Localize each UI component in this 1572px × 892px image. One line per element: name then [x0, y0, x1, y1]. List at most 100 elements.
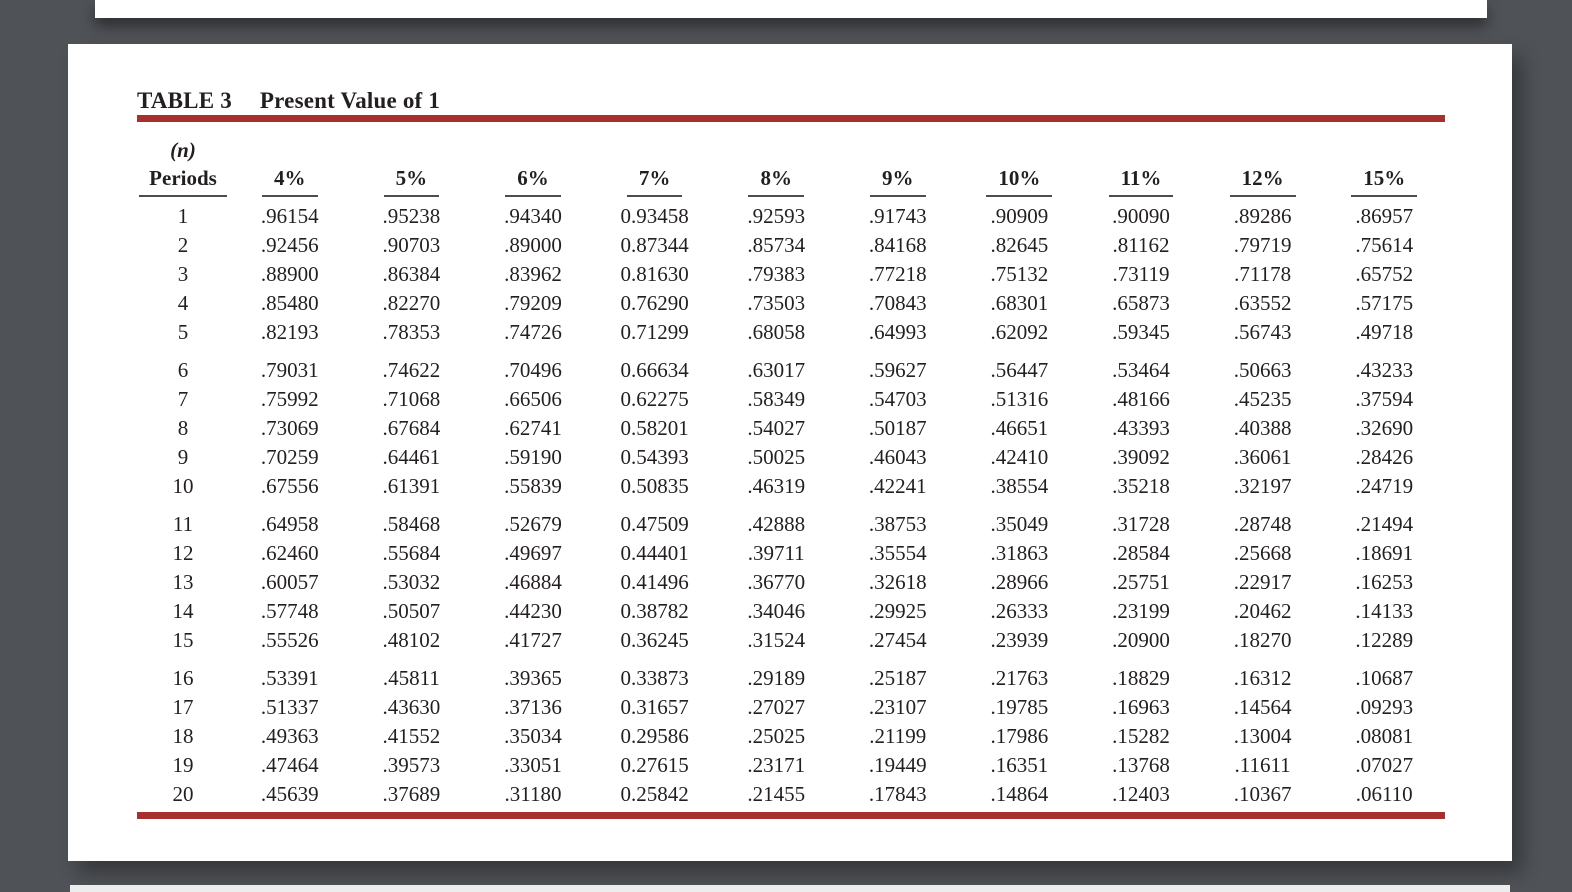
table-row: 9 .70259 .64461 .59190 0.54393 .50025 .46043 .4…	[137, 443, 1445, 472]
value-cell: .53464	[1112, 358, 1170, 382]
rate-label: 11%	[1108, 164, 1174, 197]
value-cell: .82270	[382, 291, 441, 315]
rate-label: 6%	[505, 164, 561, 197]
value-cell: .45639	[260, 782, 319, 806]
rate-label: 10%	[986, 164, 1053, 197]
value-cell: .79719	[1233, 233, 1292, 257]
value-cell: .24719	[1355, 474, 1414, 498]
value-cell: .55684	[382, 541, 441, 565]
value-cell: .16351	[990, 753, 1049, 777]
table-row: 12 .62460 .55684 .49697 0.44401 .39711 .35554.…	[137, 539, 1445, 568]
value-cell: .28584	[1112, 541, 1170, 565]
value-cell: .25668	[1233, 541, 1292, 565]
value-cell: .70496	[504, 358, 562, 382]
value-cell: .46043	[868, 445, 927, 469]
table-row: 14 .57748 .50507 .44230 0.38782 .34046 .29925.…	[137, 597, 1445, 626]
value-cell: 0.38782	[620, 599, 689, 623]
period-cell: 3	[177, 262, 189, 286]
table-body: 1 .96154 .95238 .94340 0.93458 .92593 .91743 .9…	[137, 202, 1445, 809]
periods-label: Periods	[139, 164, 227, 197]
column-header-rate: 7%	[594, 131, 716, 197]
value-cell: .55526	[260, 628, 319, 652]
value-cell: 0.33873	[620, 666, 689, 690]
table-row: 20 .45639 .37689 .31180 0.25842 .21455 .17843.…	[137, 780, 1445, 809]
period-cell: 15	[172, 628, 194, 652]
value-cell: .82193	[260, 320, 319, 344]
value-cell: .43393	[1112, 416, 1170, 440]
value-cell: .11611	[1234, 753, 1291, 777]
rate-label: 15%	[1351, 164, 1418, 197]
period-cell: 19	[172, 753, 194, 777]
value-cell: .74622	[382, 358, 441, 382]
value-cell: .19785	[990, 695, 1049, 719]
rate-label: 9%	[870, 164, 926, 197]
value-cell: .38753	[868, 512, 927, 536]
period-cell: 17	[172, 695, 194, 719]
value-cell: .54703	[868, 387, 927, 411]
column-header-rate: 11%	[1080, 131, 1202, 197]
value-cell: .13004	[1233, 724, 1292, 748]
value-cell: .50187	[868, 416, 927, 440]
value-cell: .84168	[868, 233, 927, 257]
value-cell: .79383	[747, 262, 806, 286]
value-cell: .63552	[1233, 291, 1292, 315]
value-cell: .79209	[504, 291, 562, 315]
value-cell: .91743	[868, 204, 927, 228]
value-cell: .17843	[868, 782, 927, 806]
value-cell: .90090	[1112, 204, 1170, 228]
column-header-rate: 10%	[959, 131, 1081, 197]
value-cell: .50507	[382, 599, 441, 623]
table-title-text: Present Value of 1	[259, 88, 441, 113]
value-cell: .29189	[747, 666, 806, 690]
value-cell: .64958	[260, 512, 319, 536]
value-cell: .52679	[504, 512, 562, 536]
value-cell: 0.50835	[620, 474, 689, 498]
value-cell: 0.25842	[620, 782, 689, 806]
table-row: 7 .75992 .71068 .66506 0.62275 .58349 .54703 .5…	[137, 385, 1445, 414]
value-cell: .65873	[1112, 291, 1170, 315]
value-cell: .59627	[868, 358, 927, 382]
value-cell: 0.81630	[620, 262, 689, 286]
column-header-rate: 6%	[472, 131, 594, 197]
rate-label: 7%	[626, 164, 683, 197]
value-cell: .39573	[382, 753, 441, 777]
value-cell: .67684	[382, 416, 441, 440]
period-cell: 2	[177, 233, 189, 257]
table-row: 18 .49363 .41552 .35034 0.29586 .25025 .21199.…	[137, 722, 1445, 751]
value-cell: .40388	[1233, 416, 1292, 440]
value-cell: .44230	[504, 599, 562, 623]
value-cell: .57175	[1355, 291, 1414, 315]
period-cell: 16	[172, 666, 194, 690]
value-cell: .62092	[990, 320, 1049, 344]
value-cell: .37136	[504, 695, 562, 719]
value-cell: .35049	[990, 512, 1049, 536]
table-row: 8 .73069 .67684 .62741 0.58201 .54027 .50187 .4…	[137, 414, 1445, 443]
value-cell: .96154	[260, 204, 319, 228]
value-cell: .08081	[1355, 724, 1414, 748]
table-row: 17 .51337 .43630 .37136 0.31657 .27027 .23107.…	[137, 693, 1445, 722]
column-header-rate: 5%	[351, 131, 473, 197]
value-cell: .23199	[1112, 599, 1170, 623]
value-cell: .92456	[260, 233, 319, 257]
period-cell: 5	[177, 320, 189, 344]
table-title: TABLE 3 Present Value of 1	[137, 88, 440, 114]
value-cell: .09293	[1355, 695, 1414, 719]
column-header-rate: 15%	[1323, 131, 1445, 197]
column-header-periods: (n) Periods	[137, 131, 229, 197]
value-cell: .18270	[1233, 628, 1292, 652]
value-cell: .77218	[868, 262, 927, 286]
bottom-accent-rule	[137, 812, 1445, 819]
value-cell: .41552	[382, 724, 441, 748]
value-cell: .22917	[1233, 570, 1292, 594]
value-cell: .64461	[382, 445, 441, 469]
value-cell: .27454	[868, 628, 927, 652]
value-cell: .63017	[747, 358, 806, 382]
value-cell: .92593	[747, 204, 806, 228]
value-cell: .31728	[1112, 512, 1170, 536]
value-cell: .32618	[868, 570, 927, 594]
value-cell: .49363	[260, 724, 319, 748]
value-cell: .25187	[868, 666, 927, 690]
value-cell: .37594	[1355, 387, 1414, 411]
value-cell: .16253	[1355, 570, 1414, 594]
value-cell: 0.58201	[620, 416, 689, 440]
